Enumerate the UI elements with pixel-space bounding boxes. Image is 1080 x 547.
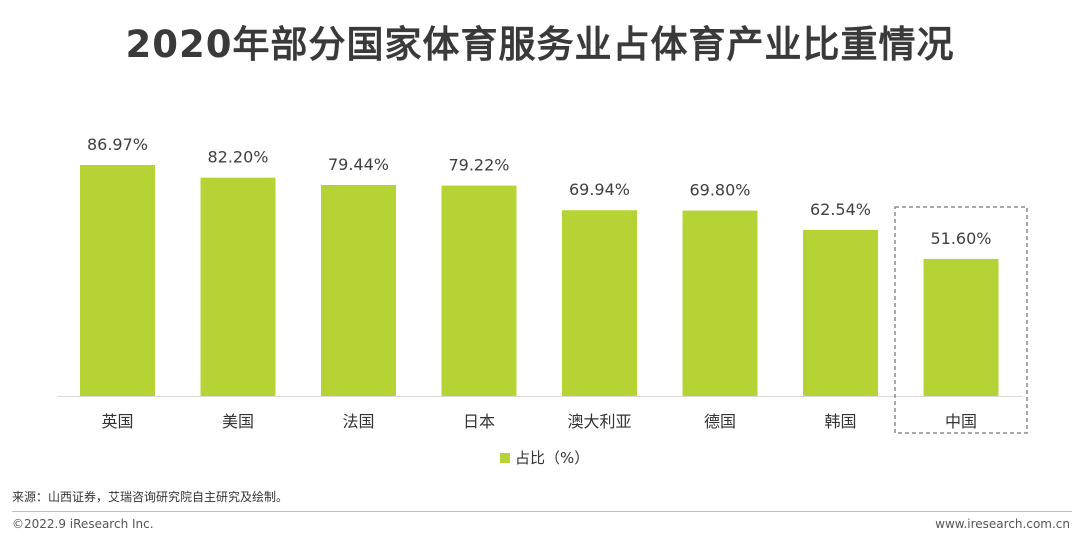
x-tick-label-6: 德国 bbox=[704, 412, 736, 431]
bar-5 bbox=[562, 210, 637, 396]
x-tick-label-7: 韩国 bbox=[824, 412, 856, 431]
bar-1 bbox=[80, 165, 155, 396]
website-text: www.iresearch.com.cn bbox=[935, 517, 1070, 531]
bar-8 bbox=[923, 258, 999, 396]
data-label-3: 79.44% bbox=[328, 155, 389, 174]
bar-4 bbox=[441, 185, 517, 396]
bar-3 bbox=[321, 185, 396, 396]
source-note: 来源：山西证券，艾瑞咨询研究院自主研究及绘制。 bbox=[12, 490, 289, 504]
data-label-1: 86.97% bbox=[87, 135, 148, 154]
x-tick-label-2: 美国 bbox=[222, 412, 254, 431]
x-tick-label-1: 英国 bbox=[101, 412, 133, 431]
data-label-2: 82.20% bbox=[207, 148, 268, 167]
data-label-8: 51.60% bbox=[930, 229, 991, 248]
footer-divider bbox=[12, 511, 1072, 512]
data-label-4: 79.22% bbox=[448, 156, 509, 175]
bar-6 bbox=[682, 210, 758, 396]
chart-title: 2020年部分国家体育服务业占体育产业比重情况 bbox=[125, 23, 955, 66]
x-tick-label-4: 日本 bbox=[463, 412, 495, 431]
data-label-5: 69.94% bbox=[569, 180, 630, 199]
legend-label: 占比（%） bbox=[515, 449, 589, 467]
highlight-box bbox=[894, 206, 1028, 434]
bar-7 bbox=[803, 229, 878, 396]
x-tick-label-8: 中国 bbox=[945, 412, 977, 431]
copyright-text: ©2022.9 iResearch Inc. bbox=[12, 517, 154, 531]
data-label-6: 69.80% bbox=[689, 181, 750, 200]
data-label-7: 62.54% bbox=[810, 200, 871, 219]
legend-swatch bbox=[500, 453, 510, 463]
bar-2 bbox=[200, 177, 276, 396]
x-tick-label-3: 法国 bbox=[342, 412, 374, 431]
x-tick-label-5: 澳大利亚 bbox=[567, 412, 631, 431]
